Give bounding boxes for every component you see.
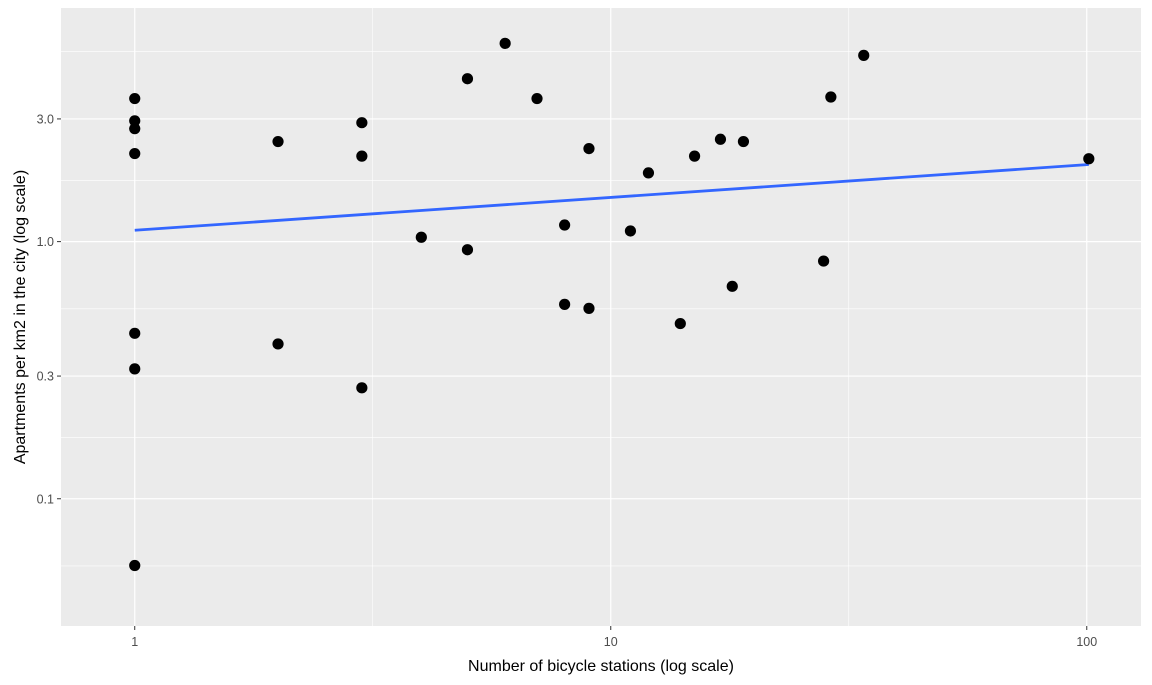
data-point (356, 117, 368, 129)
data-point (415, 231, 427, 243)
y-tick-label: 1.0 (37, 235, 54, 249)
major-gridlines (61, 8, 1141, 626)
data-point (129, 327, 141, 339)
y-tick-label: 3.0 (37, 112, 54, 126)
data-point (129, 92, 141, 105)
data-point (714, 133, 727, 145)
data-point (129, 559, 141, 572)
data-point (461, 73, 474, 85)
data-point (858, 49, 870, 61)
data-point (624, 225, 637, 237)
minor-gridlines (61, 8, 1141, 626)
y-tick-label: 0.1 (37, 492, 54, 506)
data-point (129, 147, 141, 160)
points-layer (129, 37, 1095, 572)
plot-panel (61, 8, 1141, 626)
x-tick-label: 100 (1076, 635, 1097, 649)
data-point (531, 92, 543, 105)
x-tick-label: 1 (131, 635, 138, 649)
data-point (1083, 153, 1095, 165)
trendline (134, 163, 1089, 232)
data-point (272, 338, 284, 350)
data-point (825, 91, 837, 103)
data-point (583, 302, 595, 314)
data-point (129, 363, 141, 375)
data-point (499, 37, 511, 49)
data-point (737, 135, 750, 148)
x-axis: 1 10 100 (131, 626, 1097, 649)
y-axis-title: Apartments per km2 in the city (log scal… (12, 170, 29, 464)
x-tick-label: 10 (604, 635, 618, 649)
data-point (461, 244, 474, 256)
data-point (559, 219, 571, 231)
data-point (642, 167, 655, 179)
data-point (583, 142, 595, 155)
y-tick-label: 0.3 (37, 370, 54, 384)
data-point (674, 317, 686, 330)
trendline-layer (134, 163, 1089, 232)
data-point (356, 150, 368, 162)
data-point (688, 150, 701, 162)
data-point (818, 255, 830, 267)
data-point (559, 298, 571, 310)
data-point (726, 280, 738, 292)
y-axis: 0.1 0.3 1.0 3.0 (37, 112, 61, 506)
x-axis-title: Number of bicycle stations (log scale) (468, 658, 734, 675)
data-point (129, 123, 141, 135)
data-point (272, 135, 284, 148)
data-point (129, 115, 141, 127)
data-point (356, 382, 368, 394)
